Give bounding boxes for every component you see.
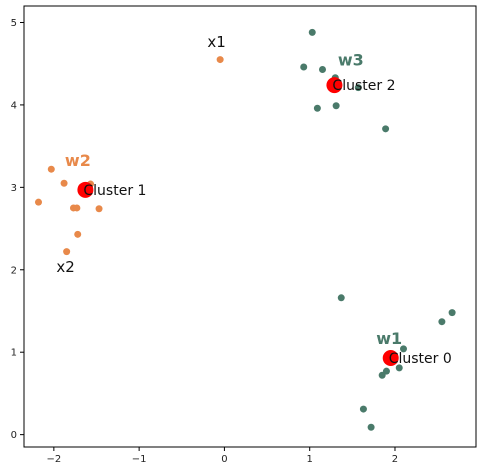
x-tick-label: −1: [132, 454, 147, 465]
orange-data-point: [216, 56, 224, 64]
orange-data-point: [63, 248, 71, 256]
green-data-point: [382, 125, 390, 133]
green-data-point: [448, 309, 456, 317]
orange-data-point: [95, 205, 103, 213]
centroid-label: Cluster 1: [83, 183, 146, 199]
green-data-point: [313, 104, 321, 112]
green-data-point: [367, 423, 375, 431]
orange-data-point: [34, 198, 42, 206]
green-data-point: [400, 345, 408, 353]
orange-data-point: [60, 179, 68, 187]
green-data-point: [300, 63, 308, 71]
annotation-label: w3: [338, 50, 364, 69]
x-tick-label: 2: [392, 454, 398, 465]
annotation-label: x2: [56, 258, 74, 276]
y-tick-label: 2: [11, 265, 17, 276]
centroid-marker: [77, 181, 94, 198]
y-tick-label: 0: [11, 430, 17, 441]
green-data-point: [308, 28, 316, 36]
green-data-point: [359, 405, 367, 413]
centroid-marker: [326, 77, 343, 94]
x-tick-label: −2: [46, 454, 61, 465]
green-data-point: [332, 102, 340, 110]
x-tick-label: 1: [307, 454, 313, 465]
y-tick-label: 5: [11, 18, 17, 29]
annotation-label: w1: [376, 329, 402, 348]
green-data-point: [337, 294, 345, 302]
x-tick-label: 0: [221, 454, 227, 465]
centroid-label: Cluster 2: [332, 78, 395, 94]
green-data-point: [378, 371, 386, 379]
orange-data-point: [73, 204, 81, 212]
centroid-marker: [382, 349, 399, 366]
green-data-point: [318, 65, 326, 73]
annotation-label: w2: [65, 151, 91, 170]
plot-area: [23, 5, 477, 448]
orange-data-point: [47, 165, 55, 173]
green-data-point: [395, 364, 403, 372]
y-tick-label: 1: [11, 348, 17, 359]
y-tick-label: 4: [11, 100, 17, 111]
centroid-label: Cluster 0: [389, 351, 452, 367]
orange-data-point: [74, 230, 82, 238]
y-tick-label: 3: [11, 183, 17, 194]
annotation-label: x1: [207, 33, 225, 51]
green-data-point: [438, 318, 446, 326]
green-data-point: [354, 84, 362, 92]
